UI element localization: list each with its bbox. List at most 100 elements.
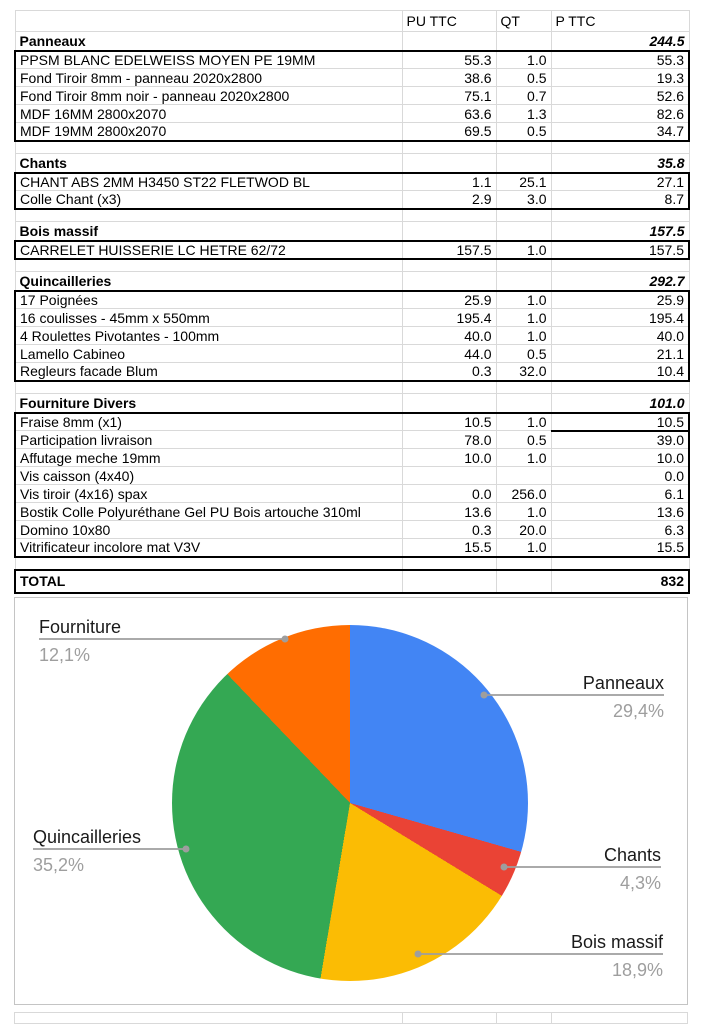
- pie-label-bois-massif: Bois massif: [570, 932, 663, 952]
- item-p-ttc: 21.1: [550, 344, 690, 363]
- section-name: Fourniture Divers: [14, 393, 403, 414]
- pie-label-panneaux: Panneaux: [582, 673, 664, 693]
- item-label: Fond Tiroir 8mm noir - panneau 2020x2800: [14, 86, 403, 105]
- item-pu-ttc: 25.9: [401, 290, 497, 309]
- column-header: QT: [495, 10, 552, 32]
- section-header-row: Quincailleries 292.7: [14, 271, 690, 292]
- item-qt: 256.0: [495, 484, 552, 503]
- item-p-ttc: 10.4: [550, 362, 690, 382]
- item-qt: 20.0: [495, 520, 552, 539]
- item-label: 4 Roulettes Pivotantes - 100mm: [14, 326, 403, 345]
- spacer-cell: [14, 208, 403, 222]
- spacer-cell: [14, 380, 403, 394]
- item-pu-ttc: 195.4: [401, 308, 497, 327]
- item-p-ttc: 10.5: [550, 412, 690, 432]
- pie-label-quincailleries: Quincailleries: [33, 827, 142, 847]
- spacer-cell: [14, 556, 403, 570]
- item-label: PPSM BLANC EDELWEISS MOYEN PE 19MM: [14, 50, 403, 69]
- item-pu-ttc: 38.6: [401, 68, 497, 87]
- column-header: [14, 10, 403, 32]
- cell: [401, 568, 497, 594]
- cell: [401, 31, 497, 52]
- total-row: TOTAL 832: [14, 568, 690, 594]
- table-row: Lamello Cabineo 44.0 0.5 21.1: [14, 344, 690, 363]
- item-pu-ttc: 0.0: [401, 484, 497, 503]
- item-qt: 0.5: [495, 122, 552, 142]
- item-p-ttc: 39.0: [550, 430, 690, 449]
- item-pu-ttc: 1.1: [401, 172, 497, 191]
- spacer-cell: [401, 380, 497, 394]
- spacer-cell: [495, 258, 552, 272]
- item-p-ttc: 34.7: [550, 122, 690, 142]
- pie-label-chants: Chants: [603, 845, 661, 865]
- table-row: 17 Poignées 25.9 1.0 25.9: [14, 290, 690, 309]
- item-qt: 1.0: [495, 538, 552, 558]
- item-qt: 1.0: [495, 326, 552, 345]
- spacer-cell: [14, 258, 403, 272]
- section-total: 101.0: [550, 393, 690, 414]
- table-row: Fraise 8mm (x1) 10.5 1.0 10.5: [14, 412, 690, 432]
- pie: [172, 625, 528, 981]
- item-label: Fond Tiroir 8mm - panneau 2020x2800: [14, 68, 403, 87]
- item-label: Vitrificateur incolore mat V3V: [14, 538, 403, 558]
- cell: [495, 153, 552, 174]
- item-p-ttc: 6.3: [550, 520, 690, 539]
- item-qt: 1.0: [495, 240, 552, 260]
- partial-grid-row: [14, 1012, 688, 1024]
- item-p-ttc: 55.3: [550, 50, 690, 69]
- item-p-ttc: 195.4: [550, 308, 690, 327]
- item-label: MDF 16MM 2800x2070: [14, 104, 403, 123]
- item-label: Bostik Colle Polyuréthane Gel PU Bois ar…: [14, 502, 403, 521]
- item-label: MDF 19MM 2800x2070: [14, 122, 403, 142]
- item-pu-ttc: [401, 466, 497, 485]
- section-name: Bois massif: [14, 221, 403, 242]
- pie-pct-fourniture: 12,1%: [39, 645, 91, 665]
- table-row: 16 coulisses - 45mm x 550mm 195.4 1.0 195.4: [14, 308, 690, 327]
- section-total: 157.5: [550, 221, 690, 242]
- table-row: Domino 10x80 0.3 20.0 6.3: [14, 520, 690, 539]
- spacer-cell: [550, 258, 690, 272]
- spacer-cell: [495, 556, 552, 570]
- table-row: MDF 19MM 2800x2070 69.5 0.5 34.7: [14, 122, 690, 142]
- item-qt: 1.3: [495, 104, 552, 123]
- item-p-ttc: 13.6: [550, 502, 690, 521]
- item-qt: 0.5: [495, 430, 552, 449]
- section-header-row: Fourniture Divers 101.0: [14, 393, 690, 414]
- spacer-cell: [14, 140, 403, 154]
- table-row: PPSM BLANC EDELWEISS MOYEN PE 19MM 55.3 1.…: [14, 50, 690, 69]
- spacer-cell: [550, 208, 690, 222]
- section-total: 35.8: [550, 153, 690, 174]
- table-row: Participation livraison 78.0 0.5 39.0: [14, 430, 690, 449]
- cell: [495, 31, 552, 52]
- section-total: 292.7: [550, 271, 690, 292]
- item-label: 16 coulisses - 45mm x 550mm: [14, 308, 403, 327]
- item-pu-ttc: 157.5: [401, 240, 497, 260]
- item-label: Regleurs facade Blum: [14, 362, 403, 382]
- pie-label-fourniture: Fourniture: [39, 617, 122, 637]
- item-qt: 1.0: [495, 502, 552, 521]
- spacer-cell: [550, 556, 690, 570]
- item-qt: 3.0: [495, 190, 552, 210]
- item-label: Fraise 8mm (x1): [14, 412, 403, 431]
- item-p-ttc: 52.6: [550, 86, 690, 105]
- section-header-row: Panneaux 244.5: [14, 31, 690, 52]
- total-label: TOTAL: [14, 568, 403, 594]
- cost-table: PU TTC QT P TTC Panneaux 244.5 PPSM BLANC EDE…: [14, 10, 690, 594]
- item-qt: [495, 466, 552, 485]
- item-qt: 1.0: [495, 412, 552, 431]
- item-pu-ttc: 10.0: [401, 448, 497, 467]
- item-pu-ttc: 13.6: [401, 502, 497, 521]
- pie-pct-chants: 4,3%: [619, 873, 661, 893]
- pie-pct-bois-massif: 18,9%: [611, 960, 663, 980]
- section-name: Chants: [14, 153, 403, 174]
- spacer-cell: [401, 208, 497, 222]
- item-qt: 32.0: [495, 362, 552, 382]
- item-qt: 1.0: [495, 308, 552, 327]
- item-pu-ttc: 0.3: [401, 520, 497, 539]
- item-label: Vis tiroir (4x16) spax: [14, 484, 403, 503]
- item-label: Vis caisson (4x40): [14, 466, 403, 485]
- spacer-cell: [495, 380, 552, 394]
- table-row: Vitrificateur incolore mat V3V 15.5 1.0 15.…: [14, 538, 690, 558]
- section-header-row: Bois massif 157.5: [14, 221, 690, 242]
- item-pu-ttc: 55.3: [401, 50, 497, 69]
